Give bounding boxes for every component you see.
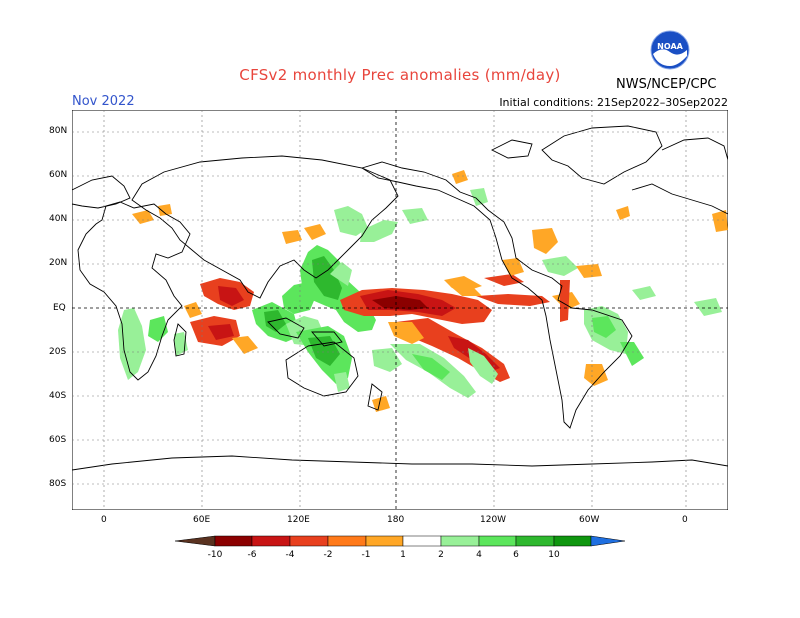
map-title: CFSv2 monthly Prec anomalies (mm/day)	[239, 66, 561, 84]
graticule	[72, 110, 728, 510]
lat-label: 60S	[49, 435, 67, 445]
colorbar-label: 10	[548, 550, 560, 560]
precip-anomaly-map	[72, 110, 728, 510]
lat-label: 20S	[49, 347, 67, 357]
logo-text: NOAA	[657, 42, 683, 51]
lat-label: EQ	[53, 303, 66, 313]
lon-label: 60W	[579, 515, 600, 525]
lat-label: 80S	[49, 479, 67, 489]
lon-label: 120W	[480, 515, 507, 525]
lon-label: 180	[387, 515, 405, 525]
lat-label: 80N	[49, 126, 68, 136]
lat-label: 40N	[49, 214, 68, 224]
colorbar-low-arrow	[174, 535, 216, 547]
colorbar-label: -4	[286, 550, 295, 560]
colorbar-label: 4	[476, 550, 482, 560]
lon-label: 0	[682, 515, 688, 525]
colorbar-high-arrow	[590, 535, 626, 547]
colorbar-label: -1	[362, 550, 371, 560]
initial-conditions: Initial conditions: 21Sep2022–30Sep2022	[499, 96, 728, 109]
forecast-month: Nov 2022	[72, 94, 135, 109]
coastlines	[72, 125, 728, 471]
lon-label: 60E	[193, 515, 211, 525]
colorbar-label: 6	[513, 550, 519, 560]
colorbar-label: -6	[248, 550, 257, 560]
lon-label: 120E	[287, 515, 310, 525]
equator-dateline	[72, 110, 728, 510]
colorbar-label: 2	[438, 550, 444, 560]
agency-label: NWS/NCEP/CPC	[616, 77, 717, 92]
lon-label: 0	[101, 515, 107, 525]
noaa-logo: NOAA	[650, 30, 690, 70]
colorbar: -10 -6 -4 -2 -1 1 2 4 6 10	[174, 535, 626, 560]
lat-label: 20N	[49, 258, 68, 268]
colorbar-label: -2	[324, 550, 333, 560]
anomaly-fields	[118, 170, 728, 412]
colorbar-label: 1	[400, 550, 406, 560]
lat-label: 60N	[49, 170, 68, 180]
lat-label: 40S	[49, 391, 67, 401]
colorbar-label: -10	[208, 550, 223, 560]
